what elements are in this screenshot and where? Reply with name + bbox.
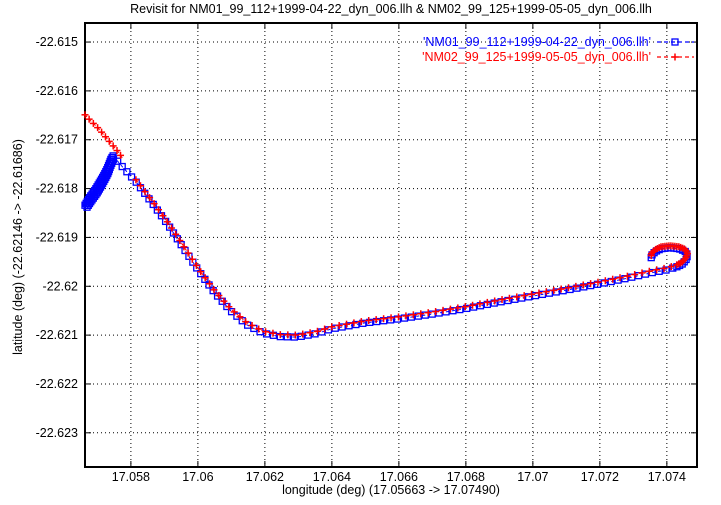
chart-title: Revisit for NM01_99_112+1999-04-22_dyn_0… <box>130 2 652 16</box>
y-tick-label: -22.621 <box>36 328 78 342</box>
x-tick-label: 17.068 <box>447 470 485 484</box>
y-tick-label: -22.615 <box>36 35 78 49</box>
plot-frame <box>84 22 698 468</box>
x-axis-label: longitude (deg) (17.05663 -> 17.07490) <box>282 483 500 497</box>
x-tick-label: 17.066 <box>380 470 418 484</box>
square-marker <box>109 152 117 160</box>
y-tick-label: -22.616 <box>36 84 78 98</box>
square-marker <box>662 266 670 274</box>
square-marker <box>469 303 478 311</box>
y-tick-label: -22.622 <box>36 377 78 391</box>
y-tick-label: -22.617 <box>36 133 78 147</box>
y-tick-label: -22.623 <box>36 426 78 440</box>
square-marker <box>359 319 367 327</box>
square-marker <box>149 200 157 209</box>
square-marker <box>566 285 574 294</box>
square-marker <box>497 298 505 306</box>
square-marker <box>209 286 217 295</box>
square-marker <box>114 157 122 165</box>
series-line <box>112 155 678 338</box>
square-marker <box>669 264 677 272</box>
x-tick-label: 17.07 <box>517 470 548 484</box>
square-marker <box>463 304 471 313</box>
y-tick-label: -22.619 <box>36 230 78 244</box>
square-marker <box>127 173 136 181</box>
square-marker <box>165 223 174 231</box>
y-axis-label: latitude (deg) (-22.62146 -> -22.61686) <box>11 139 25 355</box>
square-marker <box>123 168 131 176</box>
y-tick-label: -22.62 <box>43 279 78 293</box>
square-marker <box>352 320 360 329</box>
series-nm01 <box>81 152 691 341</box>
square-marker <box>366 318 374 327</box>
square-marker <box>559 287 567 295</box>
square-marker <box>393 315 402 323</box>
series-line <box>135 179 678 336</box>
series-line <box>84 114 125 161</box>
square-marker <box>400 314 409 322</box>
x-tick-label: 17.062 <box>246 470 284 484</box>
x-tick-label: 17.058 <box>112 470 150 484</box>
x-tick-label: 17.074 <box>648 470 686 484</box>
square-marker <box>456 305 464 314</box>
square-marker <box>118 162 126 171</box>
square-marker <box>671 38 679 46</box>
series-nm02 <box>81 111 691 339</box>
legend-label: 'NM02_99_125+1999-05-05_dyn_006.llh' <box>422 50 651 64</box>
x-tick-label: 17.072 <box>581 470 619 484</box>
square-marker <box>290 333 298 341</box>
x-tick-label: 17.064 <box>313 470 351 484</box>
x-tick-label: 17.06 <box>182 470 213 484</box>
legend-label: 'NM01_99_112+1999-04-22_dyn_006.llh' <box>423 35 651 49</box>
square-marker <box>169 229 178 237</box>
square-marker <box>573 284 581 292</box>
y-tick-label: -22.618 <box>36 182 78 196</box>
